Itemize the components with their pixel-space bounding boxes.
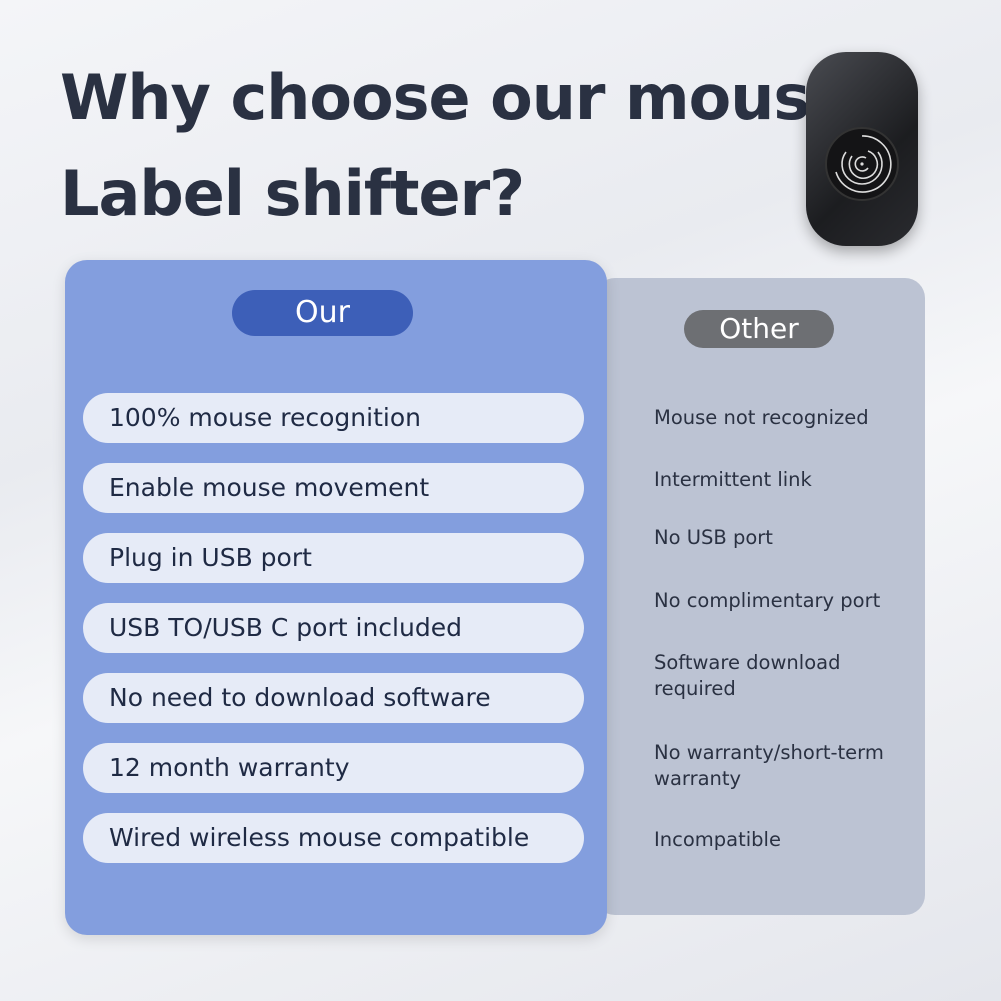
headline-line-2: Label shifter? (60, 157, 525, 230)
our-feature-row: 12 month warranty (83, 743, 584, 793)
other-feature-item: Intermittent link (654, 468, 812, 491)
other-feature-item: Mouse not recognized (654, 406, 869, 429)
our-feature-row: Wired wireless mouse compatible (83, 813, 584, 863)
our-feature-row: No need to download software (83, 673, 584, 723)
our-header-badge: Our (232, 290, 413, 336)
other-header-badge: Other (684, 310, 834, 348)
our-feature-row: Enable mouse movement (83, 463, 584, 513)
other-feature-item: No USB port (654, 526, 773, 549)
other-feature-item: Incompatible (654, 828, 781, 851)
other-comparison-panel: Other Mouse not recognized Intermittent … (595, 278, 925, 915)
spiral-logo-icon (825, 127, 899, 201)
headline-line-1: Why choose our mouse (60, 61, 851, 134)
other-feature-item: No warranty/short-term warranty (654, 741, 884, 790)
our-feature-row: Plug in USB port (83, 533, 584, 583)
label-shifter-device-image (806, 52, 918, 246)
other-feature-item: No complimentary port (654, 589, 881, 612)
our-comparison-panel: Our 100% mouse recognition Enable mouse … (65, 260, 607, 935)
our-feature-row: USB TO/USB C port included (83, 603, 584, 653)
headline: Why choose our mouse Label shifter? (60, 50, 851, 242)
other-feature-item: Software download required (654, 651, 841, 700)
our-feature-row: 100% mouse recognition (83, 393, 584, 443)
